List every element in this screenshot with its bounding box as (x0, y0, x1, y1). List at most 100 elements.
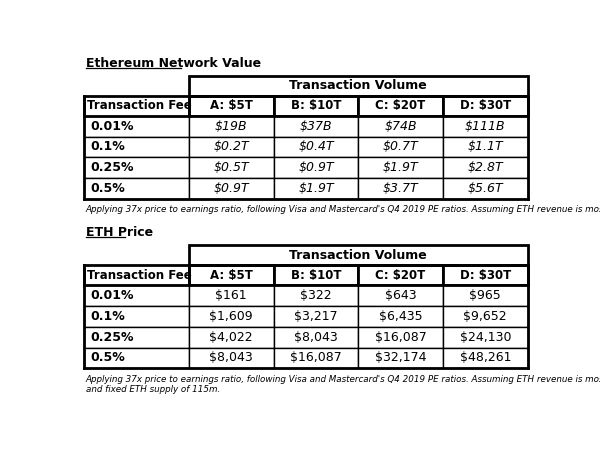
Text: $48,261: $48,261 (460, 351, 511, 365)
Bar (84, 327, 189, 348)
Text: 0.01%: 0.01% (91, 120, 134, 133)
Bar (274, 327, 358, 348)
Bar (189, 285, 274, 306)
Bar (274, 116, 358, 137)
Bar (274, 96, 358, 116)
Bar (84, 116, 189, 137)
Text: $0.5T: $0.5T (214, 161, 249, 174)
Bar (189, 327, 274, 348)
Text: $16,087: $16,087 (375, 331, 427, 344)
Text: $9,652: $9,652 (463, 310, 507, 323)
Text: Transaction Fee: Transaction Fee (88, 268, 192, 282)
Bar (189, 306, 274, 327)
Bar (358, 306, 443, 327)
Bar (274, 157, 358, 178)
Bar (84, 265, 189, 285)
Text: 0.5%: 0.5% (91, 351, 125, 365)
Text: $0.9T: $0.9T (298, 161, 334, 174)
Text: $1,609: $1,609 (209, 310, 253, 323)
Bar (189, 137, 274, 157)
Text: $3,217: $3,217 (294, 310, 338, 323)
Bar (84, 157, 189, 178)
Text: $8,043: $8,043 (209, 351, 253, 365)
Bar (84, 348, 189, 368)
Text: $32,174: $32,174 (375, 351, 427, 365)
Bar (443, 327, 527, 348)
Text: $1.1T: $1.1T (467, 140, 503, 154)
Bar (189, 76, 527, 96)
Bar (358, 116, 443, 137)
Text: A: $5T: A: $5T (210, 99, 253, 112)
Bar (84, 137, 189, 157)
Bar (84, 96, 189, 116)
Bar (189, 116, 274, 137)
Bar (443, 157, 527, 178)
Text: B: $10T: B: $10T (290, 268, 341, 282)
Bar (189, 245, 527, 265)
Bar (274, 348, 358, 368)
Text: 0.25%: 0.25% (91, 161, 134, 174)
Text: $1.9T: $1.9T (383, 161, 418, 174)
Bar (443, 116, 527, 137)
Text: ETH Price: ETH Price (86, 227, 153, 239)
Bar (189, 96, 274, 116)
Bar (274, 306, 358, 327)
Bar (189, 178, 274, 199)
Text: 0.01%: 0.01% (91, 289, 134, 302)
Bar (358, 157, 443, 178)
Text: 0.1%: 0.1% (91, 140, 125, 154)
Bar (358, 265, 443, 285)
Text: $5.6T: $5.6T (467, 182, 503, 195)
Text: $8,043: $8,043 (294, 331, 338, 344)
Text: $24,130: $24,130 (460, 331, 511, 344)
Text: $3.7T: $3.7T (383, 182, 418, 195)
Bar (274, 137, 358, 157)
Text: D: $30T: D: $30T (460, 99, 511, 112)
Text: C: $20T: C: $20T (376, 268, 426, 282)
Text: Transaction Volume: Transaction Volume (289, 79, 427, 92)
Bar (189, 348, 274, 368)
Text: $111B: $111B (465, 120, 506, 133)
Bar (443, 137, 527, 157)
Text: 0.5%: 0.5% (91, 182, 125, 195)
Text: $643: $643 (385, 289, 416, 302)
Bar (358, 137, 443, 157)
Text: $19B: $19B (215, 120, 248, 133)
Bar (84, 285, 189, 306)
Text: $0.9T: $0.9T (214, 182, 249, 195)
Bar (84, 76, 189, 96)
Text: Transaction Fee: Transaction Fee (88, 99, 192, 112)
Text: 0.1%: 0.1% (91, 310, 125, 323)
Text: C: $20T: C: $20T (376, 99, 426, 112)
Bar (189, 157, 274, 178)
Text: 0.25%: 0.25% (91, 331, 134, 344)
Text: $2.8T: $2.8T (467, 161, 503, 174)
Bar (84, 306, 189, 327)
Bar (189, 265, 274, 285)
Bar (84, 245, 189, 265)
Text: $6,435: $6,435 (379, 310, 422, 323)
Text: $4,022: $4,022 (209, 331, 253, 344)
Bar (84, 178, 189, 199)
Text: A: $5T: A: $5T (210, 268, 253, 282)
Bar (358, 348, 443, 368)
Bar (358, 285, 443, 306)
Text: $0.4T: $0.4T (298, 140, 334, 154)
Text: Applying 37x price to earnings ratio, following Visa and Mastercard's Q4 2019 PE: Applying 37x price to earnings ratio, fo… (86, 205, 600, 214)
Bar (443, 285, 527, 306)
Bar (443, 178, 527, 199)
Bar (443, 265, 527, 285)
Text: $1.9T: $1.9T (298, 182, 334, 195)
Text: Ethereum Network Value: Ethereum Network Value (86, 57, 261, 70)
Text: $0.7T: $0.7T (383, 140, 418, 154)
Bar (443, 96, 527, 116)
Bar (274, 265, 358, 285)
Bar (358, 96, 443, 116)
Bar (358, 327, 443, 348)
Text: $322: $322 (300, 289, 332, 302)
Text: D: $30T: D: $30T (460, 268, 511, 282)
Text: $74B: $74B (384, 120, 417, 133)
Text: B: $10T: B: $10T (290, 99, 341, 112)
Text: $161: $161 (215, 289, 247, 302)
Text: $965: $965 (469, 289, 501, 302)
